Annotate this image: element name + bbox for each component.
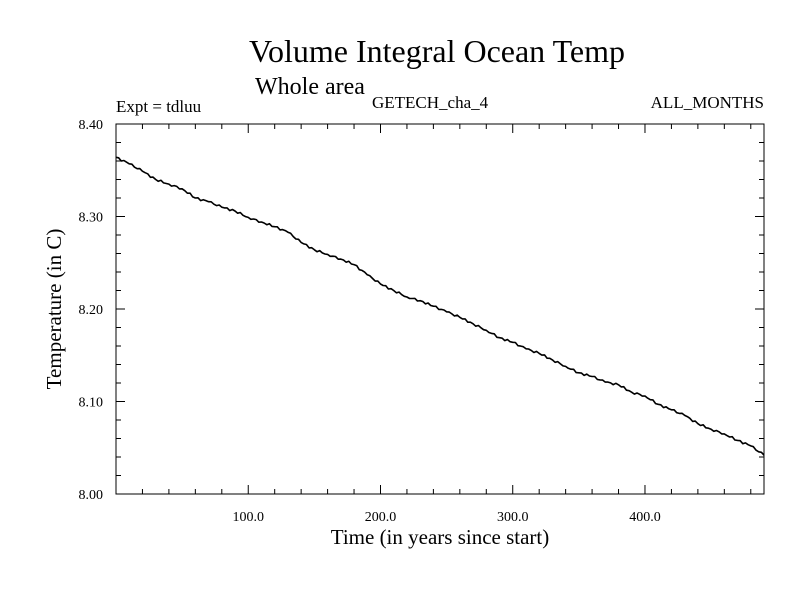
x-tick-label: 300.0 xyxy=(497,510,529,525)
x-tick-label: 400.0 xyxy=(629,510,661,525)
y-tick-label: 8.10 xyxy=(79,396,104,411)
tick-labels: 100.0 200.0 300.0 400.0 8.00 8.10 8.20 8.30 8.40 xyxy=(79,118,661,525)
series-line xyxy=(115,156,765,456)
x-tick-label: 200.0 xyxy=(365,510,397,525)
chart-title: Volume Integral Ocean Temp xyxy=(249,33,625,69)
x-tick-label: 100.0 xyxy=(232,510,264,525)
y-tick-label: 8.20 xyxy=(79,303,104,318)
chart-subtitle: Whole area xyxy=(255,74,365,100)
axis-ticks xyxy=(116,124,764,494)
y-tick-label: 8.00 xyxy=(79,488,104,503)
x-axis-label: Time (in years since start) xyxy=(331,525,550,549)
y-tick-label: 8.30 xyxy=(79,211,104,226)
months-label: ALL_MONTHS xyxy=(651,93,764,112)
y-tick-label: 8.40 xyxy=(79,118,104,133)
experiment-label: Expt = tdluu xyxy=(116,97,202,116)
y-axis-label: Temperature (in C) xyxy=(42,229,66,390)
model-label: GETECH_cha_4 xyxy=(372,93,489,112)
